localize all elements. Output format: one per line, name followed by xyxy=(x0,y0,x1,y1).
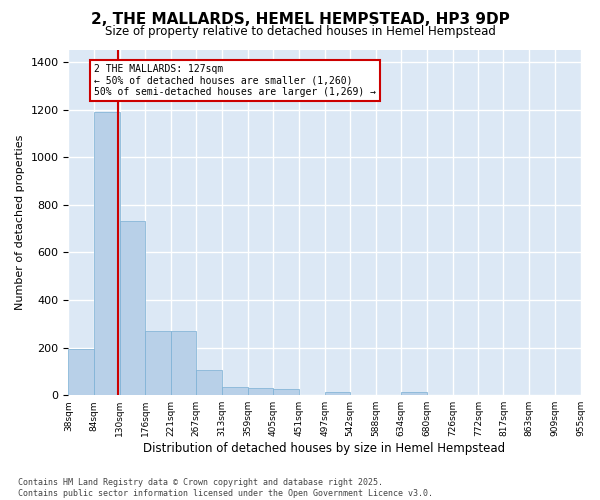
Text: 2 THE MALLARDS: 127sqm
← 50% of detached houses are smaller (1,260)
50% of semi-: 2 THE MALLARDS: 127sqm ← 50% of detached… xyxy=(94,64,376,98)
Bar xyxy=(274,389,299,395)
Bar xyxy=(145,331,170,395)
Text: Contains HM Land Registry data © Crown copyright and database right 2025.
Contai: Contains HM Land Registry data © Crown c… xyxy=(18,478,433,498)
Bar xyxy=(196,370,222,395)
Bar xyxy=(68,349,94,395)
Y-axis label: Number of detached properties: Number of detached properties xyxy=(15,135,25,310)
Bar xyxy=(94,112,120,395)
X-axis label: Distribution of detached houses by size in Hemel Hempstead: Distribution of detached houses by size … xyxy=(143,442,506,455)
Bar xyxy=(222,387,248,395)
Bar xyxy=(120,222,145,395)
Bar xyxy=(170,331,196,395)
Text: 2, THE MALLARDS, HEMEL HEMPSTEAD, HP3 9DP: 2, THE MALLARDS, HEMEL HEMPSTEAD, HP3 9D… xyxy=(91,12,509,28)
Bar xyxy=(248,388,274,395)
Bar xyxy=(325,392,350,395)
Text: Size of property relative to detached houses in Hemel Hempstead: Size of property relative to detached ho… xyxy=(104,25,496,38)
Bar xyxy=(401,392,427,395)
